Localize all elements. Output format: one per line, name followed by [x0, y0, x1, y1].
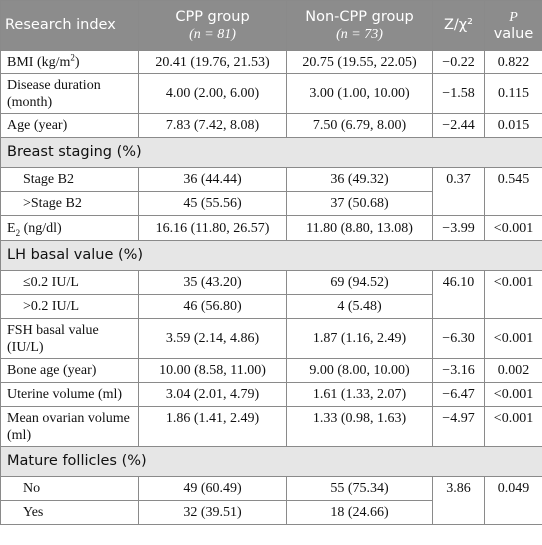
cpp-value: 46 (56.80): [138, 294, 287, 319]
table-row: Age (year) 7.83 (7.42, 8.08) 7.50 (6.79,…: [0, 113, 542, 138]
non-cpp-value: 20.75 (19.55, 22.05): [286, 50, 433, 74]
p-value: 0.049: [484, 476, 542, 525]
non-cpp-value: 1.33 (0.98, 1.63): [286, 406, 433, 447]
non-cpp-value: 3.00 (1.00, 10.00): [286, 73, 433, 114]
section-row: Breast staging (%): [0, 137, 542, 168]
table-row: >Stage B2 45 (55.56) 37 (50.68): [0, 191, 542, 216]
p-value: <0.001: [484, 382, 542, 407]
z-value: −3.99: [432, 215, 485, 241]
results-table: Research index CPP group (n = 81) Non-CPP…: [0, 0, 542, 525]
header-research-index: Research index: [0, 0, 139, 51]
row-label: Mean ovarian volume (ml): [0, 406, 139, 447]
z-value: 46.10: [432, 270, 485, 319]
z-value: −0.22: [432, 50, 485, 74]
section-row: LH basal value (%): [0, 240, 542, 271]
row-label: Uterine volume (ml): [0, 382, 139, 407]
row-label: >0.2 IU/L: [0, 294, 139, 319]
z-value: −4.97: [432, 406, 485, 447]
row-label: BMI (kg/m2): [0, 50, 139, 74]
z-value: 0.37: [432, 167, 485, 216]
table-row: Mean ovarian volume (ml) 1.86 (1.41, 2.4…: [0, 406, 542, 447]
non-cpp-value: 55 (75.34): [286, 476, 433, 501]
non-cpp-value: 11.80 (8.80, 13.08): [286, 215, 433, 241]
non-cpp-value: 36 (49.32): [286, 167, 433, 192]
row-label: Disease duration (month): [0, 73, 139, 114]
header-non-cpp-group: Non-CPP group (n = 73): [286, 0, 433, 51]
cpp-value: 3.04 (2.01, 4.79): [138, 382, 287, 407]
header-row: Research index CPP group (n = 81) Non-CPP…: [0, 0, 542, 51]
non-cpp-value: 1.61 (1.33, 2.07): [286, 382, 433, 407]
cpp-value: 49 (60.49): [138, 476, 287, 501]
cpp-value: 36 (44.44): [138, 167, 287, 192]
non-cpp-value: 69 (94.52): [286, 270, 433, 295]
p-value: <0.001: [484, 318, 542, 359]
non-cpp-value: 7.50 (6.79, 8.00): [286, 113, 433, 138]
table-row: No 49 (60.49) 55 (75.34) 3.86 0.049: [0, 476, 542, 525]
cpp-value: 45 (55.56): [138, 191, 287, 216]
section-row: Mature follicles (%): [0, 446, 542, 477]
cpp-value: 3.59 (2.14, 4.86): [138, 318, 287, 359]
section-breast-staging: Breast staging (%): [0, 137, 542, 168]
row-label: E2 (ng/dl): [0, 215, 139, 241]
z-value: −6.30: [432, 318, 485, 359]
non-cpp-value: 1.87 (1.16, 2.49): [286, 318, 433, 359]
table-row: Stage B2 36 (44.44) 36 (49.32) 0.37 0.54…: [0, 167, 542, 216]
cpp-value: 10.00 (8.58, 11.00): [138, 358, 287, 383]
section-mature-follicles: Mature follicles (%): [0, 446, 542, 477]
row-label: No: [0, 476, 139, 501]
table-row: Yes 32 (39.51) 18 (24.66): [0, 500, 542, 525]
cpp-value: 4.00 (2.00, 6.00): [138, 73, 287, 114]
cpp-value: 7.83 (7.42, 8.08): [138, 113, 287, 138]
table-row: BMI (kg/m2) 20.41 (19.76, 21.53) 20.75 (…: [0, 50, 542, 74]
cpp-value: 20.41 (19.76, 21.53): [138, 50, 287, 74]
row-label: Bone age (year): [0, 358, 139, 383]
p-value: 0.002: [484, 358, 542, 383]
row-label: ≤0.2 IU/L: [0, 270, 139, 295]
z-value: 3.86: [432, 476, 485, 525]
p-value: 0.115: [484, 73, 542, 114]
row-label: Yes: [0, 500, 139, 525]
table-row: FSH basal value (IU/L) 3.59 (2.14, 4.86)…: [0, 318, 542, 359]
z-value: −3.16: [432, 358, 485, 383]
section-lh-basal-value: LH basal value (%): [0, 240, 542, 271]
cpp-value: 16.16 (11.80, 26.57): [138, 215, 287, 241]
p-value: 0.015: [484, 113, 542, 138]
p-value: 0.822: [484, 50, 542, 74]
cpp-value: 32 (39.51): [138, 500, 287, 525]
z-value: −2.44: [432, 113, 485, 138]
table-row: E2 (ng/dl) 16.16 (11.80, 26.57) 11.80 (8…: [0, 215, 542, 241]
z-value: −1.58: [432, 73, 485, 114]
non-cpp-value: 18 (24.66): [286, 500, 433, 525]
header-z-chi2: Z/χ²: [432, 0, 485, 51]
z-value: −6.47: [432, 382, 485, 407]
row-label: Age (year): [0, 113, 139, 138]
row-label: >Stage B2: [0, 191, 139, 216]
table-row: >0.2 IU/L 46 (56.80) 4 (5.48): [0, 294, 542, 319]
non-cpp-value: 4 (5.48): [286, 294, 433, 319]
table-row: Bone age (year) 10.00 (8.58, 11.00) 9.00…: [0, 358, 542, 383]
cpp-value: 1.86 (1.41, 2.49): [138, 406, 287, 447]
p-value: <0.001: [484, 406, 542, 447]
p-value: <0.001: [484, 270, 542, 319]
cpp-value: 35 (43.20): [138, 270, 287, 295]
table-row: ≤0.2 IU/L 35 (43.20) 69 (94.52) 46.10 <0…: [0, 270, 542, 319]
table-row: Uterine volume (ml) 3.04 (2.01, 4.79) 1.…: [0, 382, 542, 407]
header-cpp-group: CPP group (n = 81): [138, 0, 287, 51]
table-row: Disease duration (month) 4.00 (2.00, 6.0…: [0, 73, 542, 114]
non-cpp-value: 37 (50.68): [286, 191, 433, 216]
p-value: 0.545: [484, 167, 542, 216]
non-cpp-value: 9.00 (8.00, 10.00): [286, 358, 433, 383]
row-label: FSH basal value (IU/L): [0, 318, 139, 359]
p-value: <0.001: [484, 215, 542, 241]
row-label: Stage B2: [0, 167, 139, 192]
